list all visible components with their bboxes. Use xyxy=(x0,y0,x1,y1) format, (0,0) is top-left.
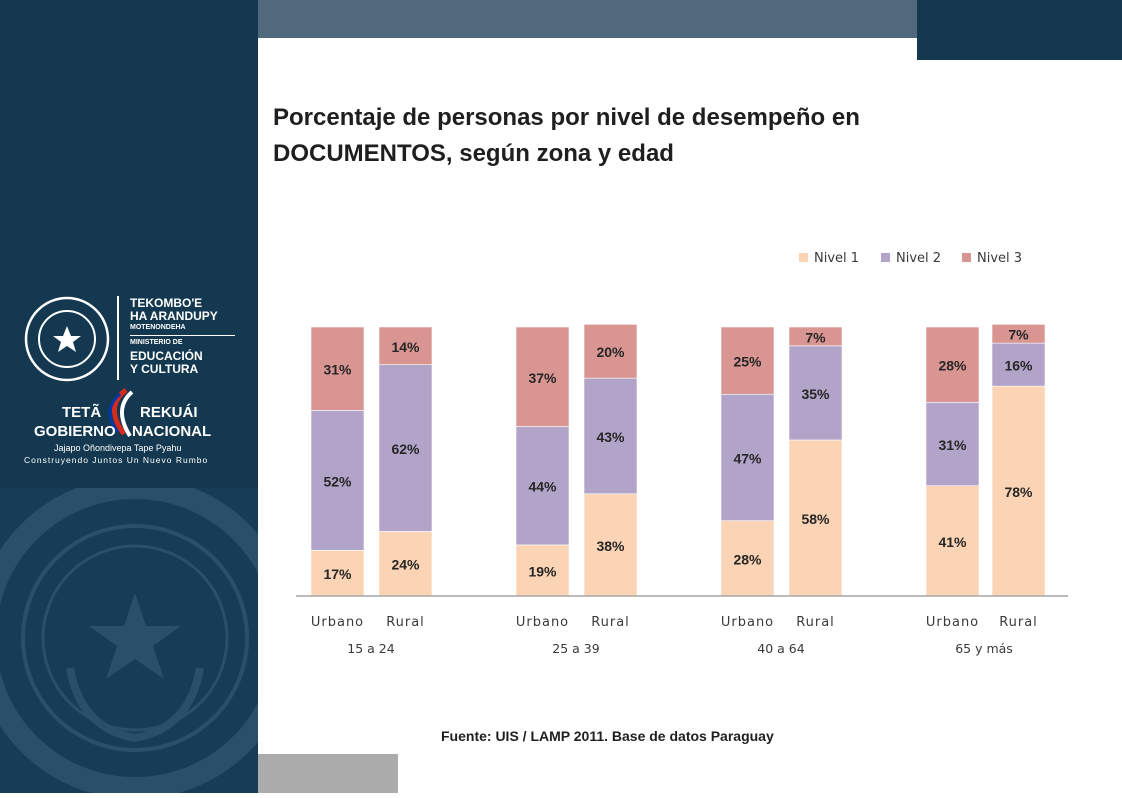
data-label: 37% xyxy=(528,370,557,386)
x-tick-label: Urbano xyxy=(311,615,364,630)
data-label: 17% xyxy=(323,566,352,582)
bar-nivel-3-4 xyxy=(583,324,638,379)
data-label: 52% xyxy=(323,473,352,489)
data-label: 19% xyxy=(528,563,557,579)
government-logo-line1b: REKUÁI xyxy=(140,404,198,421)
x-tick-label: Urbano xyxy=(721,615,774,630)
data-label: 31% xyxy=(323,362,352,378)
bar-nivel-2-5 xyxy=(720,393,775,521)
bar-nivel-3-6 xyxy=(788,326,843,347)
government-logo-tagline-spanish: Construyendo Juntos Un Nuevo Rumbo xyxy=(24,455,209,465)
source-note: Fuente: UIS / LAMP 2011. Base de datos P… xyxy=(441,728,774,744)
bar-nivel-1-4 xyxy=(583,493,638,597)
data-label: 20% xyxy=(596,344,625,360)
legend-swatch-3 xyxy=(962,253,971,262)
data-label: 43% xyxy=(596,429,625,445)
government-logo-tagline-guarani: Jajapo Oñondivepa Tape Pyahu xyxy=(54,443,182,453)
footer-block xyxy=(258,754,398,793)
group-label: 65 y más xyxy=(955,641,1013,656)
bar-nivel-1-1 xyxy=(310,549,365,597)
data-label: 7% xyxy=(805,329,826,345)
bar-nivel-1-3 xyxy=(515,544,570,597)
slide-title-line2: DOCUMENTOS, según zona y edad xyxy=(273,140,674,167)
header-band xyxy=(258,0,918,38)
bar-nivel-3-2 xyxy=(378,326,433,365)
group-label: 40 a 64 xyxy=(757,641,804,656)
seal-watermark xyxy=(0,477,296,798)
stacked-bar-chart: 17% 52% 31% Urbano 24% 62% 14% Rural 19% 44% 37% Ur… xyxy=(296,251,1068,656)
bar-nivel-2-3 xyxy=(515,426,570,546)
x-tick-label: Urbano xyxy=(516,615,569,630)
x-tick-label: Urbano xyxy=(926,615,979,630)
x-tick-label: Rural xyxy=(591,615,630,630)
x-tick-label: Rural xyxy=(386,615,425,630)
slide-title: Porcentaje de personas por nivel de dese… xyxy=(273,100,993,172)
bar-nivel-3-3 xyxy=(515,326,570,427)
bar-nivel-1-8 xyxy=(991,385,1046,597)
group-label: 25 a 39 xyxy=(552,641,599,656)
data-label: 41% xyxy=(938,534,967,550)
data-label: 28% xyxy=(938,358,967,374)
slide-title-line1: Porcentaje de personas por nivel de dese… xyxy=(273,104,860,131)
bar-nivel-2-7 xyxy=(925,402,980,487)
data-label: 16% xyxy=(1004,358,1033,374)
bar-nivel-2-6 xyxy=(788,345,843,441)
data-label: 24% xyxy=(391,557,420,573)
ministry-name-line2: HA ARANDUPY xyxy=(130,309,218,323)
data-label: 25% xyxy=(733,354,762,370)
data-label: 7% xyxy=(1008,327,1029,343)
flag-ribbon-logo xyxy=(108,388,134,438)
group-label: 15 a 24 xyxy=(347,641,394,656)
x-tick-label: Rural xyxy=(999,615,1038,630)
data-label: 31% xyxy=(938,437,967,453)
sidebar-watermark-panel xyxy=(0,477,296,798)
logo-area: TEKOMBO'E HA ARANDUPY MOTENONDEHA MINIST… xyxy=(20,292,250,472)
government-logo-line2b: NACIONAL xyxy=(132,423,212,440)
legend-swatch-2 xyxy=(881,253,890,262)
bar-nivel-2-4 xyxy=(583,377,638,495)
bar-nivel-3-8 xyxy=(991,324,1046,344)
bar-nivel-1-6 xyxy=(788,439,843,597)
government-logo-line2a: GOBIERNO xyxy=(34,423,116,440)
data-label: 44% xyxy=(528,479,557,495)
data-label: 28% xyxy=(733,551,762,567)
data-label: 78% xyxy=(1004,484,1033,500)
legend-entry: Nivel 3 xyxy=(977,251,1022,266)
logo-divider xyxy=(117,296,119,380)
bar-nivel-3-1 xyxy=(310,326,365,411)
ministry-name-line6: Y CULTURA xyxy=(130,362,199,376)
data-label: 14% xyxy=(391,339,420,355)
data-label: 62% xyxy=(391,441,420,457)
national-seal-logo xyxy=(24,296,110,382)
data-label: 38% xyxy=(596,538,625,554)
ministry-name-line5: EDUCACIÓN xyxy=(130,349,203,363)
legend-entry: Nivel 2 xyxy=(896,251,941,266)
bar-nivel-3-5 xyxy=(720,326,775,395)
bar-nivel-1-7 xyxy=(925,485,980,597)
data-label: 35% xyxy=(801,386,830,402)
bar-nivel-2-1 xyxy=(310,410,365,551)
bar-nivel-1-2 xyxy=(378,531,433,597)
ministry-name-line4: MINISTERIO DE xyxy=(130,339,183,346)
header-corner-block xyxy=(917,0,1122,60)
x-tick-label: Rural xyxy=(796,615,835,630)
ministry-name-line3: MOTENONDEHA xyxy=(130,324,186,331)
government-logo-line1a: TETÃ xyxy=(62,404,102,421)
data-label: 58% xyxy=(801,511,830,527)
bar-nivel-2-8 xyxy=(991,342,1046,387)
data-label: 47% xyxy=(733,450,762,466)
ministry-underline xyxy=(130,335,235,336)
legend-swatch-1 xyxy=(799,253,808,262)
legend-entry: Nivel 1 xyxy=(814,251,859,266)
bar-nivel-3-7 xyxy=(925,326,980,403)
ministry-name-line1: TEKOMBO'E xyxy=(130,296,203,310)
bar-nivel-2-2 xyxy=(378,364,433,532)
